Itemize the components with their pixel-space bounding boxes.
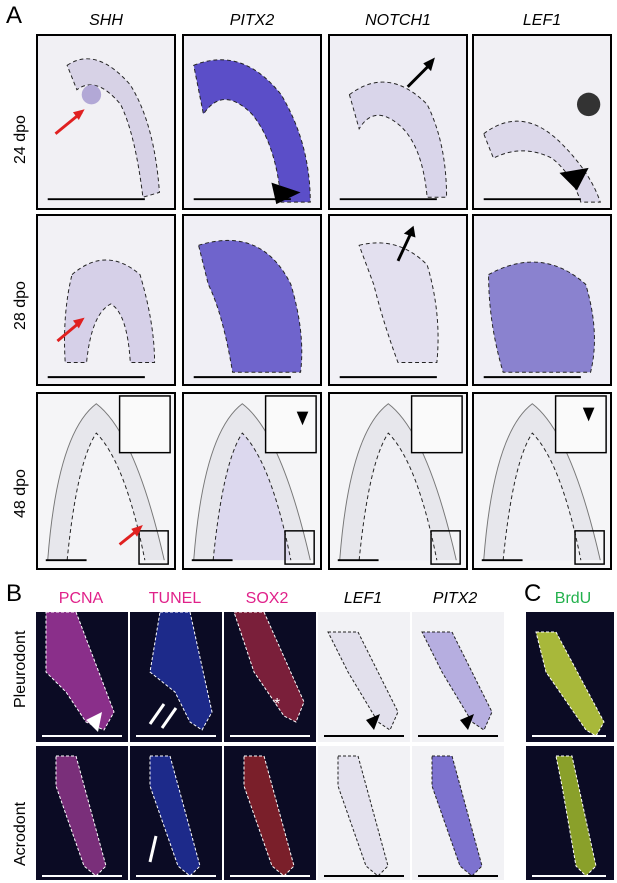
tile-pitx2-48dpo: [182, 392, 322, 570]
col-label-tunel: TUNEL: [148, 590, 202, 607]
col-label-pitx2-b: PITX2: [432, 590, 478, 607]
row-label-pleurodont: Pleurodont: [12, 630, 29, 708]
row-label-24dpo: 24 dpo: [12, 115, 29, 164]
tile-brdu-pleurodont: [526, 612, 614, 742]
tile-notch1-28dpo: [328, 214, 468, 386]
col-label-brdu: BrdU: [554, 590, 592, 607]
tile-lef1-28dpo: [472, 214, 612, 386]
tile-sox2-pleurodont: *: [224, 612, 316, 742]
asterisk-marker: *: [274, 696, 281, 713]
row-label-28dpo: 28 dpo: [12, 281, 29, 330]
tile-notch1-48dpo: [328, 392, 468, 570]
col-label-lef1-b: LEF1: [343, 590, 383, 607]
tile-tunel-acrodont: [130, 746, 222, 880]
col-label-shh: SHH: [89, 12, 123, 29]
row-label-acrodont: Acrodont: [12, 801, 29, 866]
tile-sox2-acrodont: [224, 746, 316, 880]
col-label-pcna: PCNA: [58, 590, 104, 607]
tile-pitx2-pleurodont: [412, 612, 504, 742]
panel-b-letter: B: [6, 580, 23, 607]
tile-pitx2-28dpo: [182, 214, 322, 386]
tile-brdu-acrodont: [526, 746, 614, 880]
tile-shh-28dpo: [36, 214, 176, 386]
col-label-lef1: LEF1: [522, 12, 562, 29]
tile-lef1-24dpo: [472, 34, 612, 210]
tile-pcna-pleurodont: [36, 612, 128, 742]
tile-pitx2-24dpo: [182, 34, 322, 210]
tile-tunel-pleurodont: [130, 612, 222, 742]
col-label-notch1: NOTCH1: [365, 12, 431, 29]
col-label-pitx2: PITX2: [229, 12, 275, 29]
panel-a-letter: A: [6, 2, 23, 29]
tile-lef1-48dpo: [472, 392, 612, 570]
tile-shh-48dpo: [36, 392, 176, 570]
tile-pitx2-acrodont: [412, 746, 504, 880]
tile-pcna-acrodont: [36, 746, 128, 880]
col-label-sox2: SOX2: [245, 590, 289, 607]
tile-shh-24dpo: [36, 34, 176, 210]
tile-notch1-24dpo: [328, 34, 468, 210]
tile-lef1-pleurodont: [318, 612, 410, 742]
panel-c-letter: C: [524, 580, 542, 607]
tile-lef1-acrodont: [318, 746, 410, 880]
row-label-48dpo: 48 dpo: [12, 469, 29, 518]
